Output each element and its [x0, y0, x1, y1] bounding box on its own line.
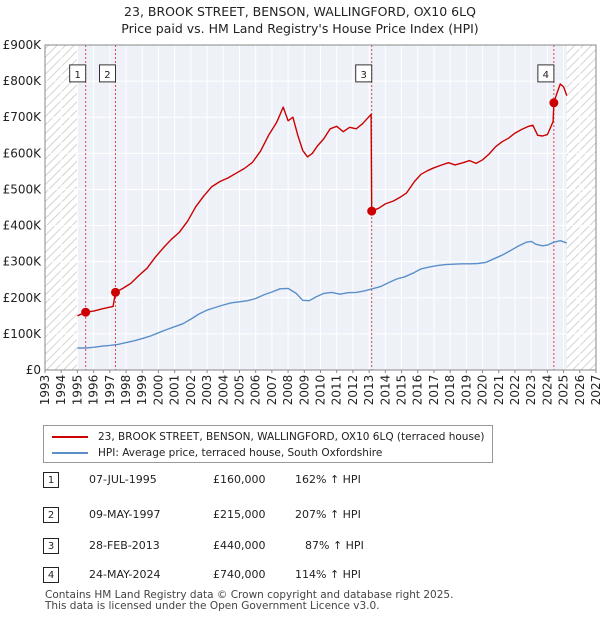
sale-point — [110, 287, 120, 297]
footer-line-2: This data is licensed under the Open Gov… — [45, 600, 380, 612]
x-tick-label: 1996 — [87, 375, 101, 406]
transaction-price: £440,000 — [213, 539, 266, 552]
x-tick-label: 2000 — [151, 375, 165, 406]
x-tick-label: 2001 — [168, 375, 182, 406]
transaction-price: £215,000 — [213, 508, 266, 521]
transaction-date: 28-FEB-2013 — [89, 539, 160, 552]
price-chart: 1 2 3 4 £0 £100K £200K £300K £400K £500K £600K £70… — [3, 38, 600, 406]
table-row: 4 24-MAY-2024 £740,000 114% ↑ HPI — [43, 567, 423, 585]
x-tick-label: 2006 — [249, 375, 263, 406]
x-tick-label: 2002 — [184, 375, 198, 406]
x-tick-label: 2004 — [216, 375, 230, 406]
transaction-date: 24-MAY-2024 — [89, 568, 161, 581]
y-tick-label: £900K — [3, 38, 43, 52]
x-tick-label: 2010 — [314, 375, 328, 406]
y-tick-label: £0 — [26, 363, 41, 377]
x-tick-label: 2003 — [200, 375, 214, 406]
x-tick-label: 2012 — [346, 375, 360, 406]
table-row: 2 09-MAY-1997 £215,000 207% ↑ HPI — [43, 507, 423, 525]
legend-label-property: 23, BROOK STREET, BENSON, WALLINGFORD, O… — [98, 431, 485, 443]
hatched-region — [566, 45, 596, 370]
sale-point — [81, 307, 91, 317]
y-tick-label: £700K — [3, 110, 43, 124]
transaction-hpi: 114% ↑ HPI — [295, 568, 361, 581]
x-tick-label: 2009 — [297, 375, 311, 406]
sale-badge-label: 2 — [104, 70, 110, 81]
transaction-badge: 3 — [43, 538, 59, 554]
x-tick-label: 2025 — [557, 375, 571, 406]
footer: Contains HM Land Registry data © Crown c… — [45, 590, 453, 612]
transaction-badge: 2 — [43, 507, 59, 523]
y-tick-label: £200K — [3, 291, 43, 305]
transaction-price: £160,000 — [213, 473, 266, 486]
transaction-hpi: 207% ↑ HPI — [295, 508, 361, 521]
sale-point — [367, 206, 377, 216]
x-tick-label: 1999 — [135, 375, 149, 406]
x-tick-label: 2008 — [281, 375, 295, 406]
series-line-property — [77, 83, 568, 317]
sale-badge: 2 — [98, 64, 116, 83]
transaction-badge: 4 — [43, 567, 59, 583]
sale-badge-label: 1 — [74, 70, 80, 81]
x-tick-label: 2013 — [362, 375, 376, 406]
x-tick-label: 2022 — [508, 375, 522, 406]
sale-point — [549, 98, 559, 108]
x-tick-label: 2021 — [492, 375, 506, 406]
footer-line-1: Contains HM Land Registry data © Crown c… — [45, 589, 454, 601]
sale-badge: 3 — [355, 64, 373, 83]
legend-label-hpi: HPI: Average price, terraced house, Sout… — [98, 447, 383, 459]
transaction-date: 07-JUL-1995 — [89, 473, 157, 486]
y-tick-label: £800K — [3, 74, 43, 88]
transaction-price: £740,000 — [213, 568, 266, 581]
x-tick-label: 1997 — [103, 375, 117, 406]
x-tick-label: 2023 — [524, 375, 538, 406]
transaction-hpi: 87% ↑ HPI — [305, 539, 364, 552]
sale-badge-label: 3 — [361, 70, 367, 81]
x-tick-label: 2015 — [395, 375, 409, 406]
chart-title: 23, BROOK STREET, BENSON, WALLINGFORD, O… — [0, 3, 600, 37]
x-tick-label: 2011 — [330, 375, 344, 406]
sale-badge-box — [355, 64, 373, 83]
x-tick-label: 1998 — [119, 375, 133, 406]
y-tick-label: £300K — [3, 255, 43, 269]
y-tick-label: £100K — [3, 327, 43, 341]
x-tick-label: 2020 — [476, 375, 490, 406]
x-tick-label: 2026 — [573, 375, 587, 406]
legend-swatch-red — [52, 436, 88, 438]
sale-badge-box — [537, 64, 555, 83]
x-tick-label: 2016 — [411, 375, 425, 406]
y-tick-label: £600K — [3, 146, 43, 160]
sale-badge: 4 — [537, 64, 555, 83]
title-line-2: Price paid vs. HM Land Registry's House … — [121, 21, 479, 36]
x-tick-label: 2019 — [459, 375, 473, 406]
x-tick-label: 1994 — [54, 375, 68, 406]
transaction-date: 09-MAY-1997 — [89, 508, 161, 521]
sale-badge-label: 4 — [543, 70, 549, 81]
x-tick-label: 1995 — [70, 375, 84, 406]
sale-badge: 1 — [69, 64, 87, 83]
x-tick-label: 2005 — [232, 375, 246, 406]
series-line-hpi — [77, 240, 568, 349]
x-tick-label: 2018 — [443, 375, 457, 406]
y-tick-label: £400K — [3, 219, 43, 233]
table-row: 1 07-JUL-1995 £160,000 162% ↑ HPI — [43, 472, 423, 490]
x-tick-label: 2024 — [540, 375, 554, 406]
legend: 23, BROOK STREET, BENSON, WALLINGFORD, O… — [43, 425, 493, 463]
x-tick-label: 2014 — [378, 375, 392, 406]
sale-badge-box — [98, 64, 116, 83]
y-tick-label: £500K — [3, 182, 43, 196]
transaction-hpi: 162% ↑ HPI — [295, 473, 361, 486]
transaction-badge: 1 — [43, 472, 59, 488]
x-tick-label: 2007 — [265, 375, 279, 406]
x-tick-label: 2017 — [427, 375, 441, 406]
sale-badge-box — [69, 64, 87, 83]
x-tick-label: 2027 — [589, 375, 600, 406]
title-line-1: 23, BROOK STREET, BENSON, WALLINGFORD, O… — [124, 4, 476, 19]
table-row: 3 28-FEB-2013 £440,000 87% ↑ HPI — [43, 538, 423, 556]
x-tick-label: 1993 — [38, 375, 52, 406]
legend-swatch-blue — [52, 452, 88, 454]
